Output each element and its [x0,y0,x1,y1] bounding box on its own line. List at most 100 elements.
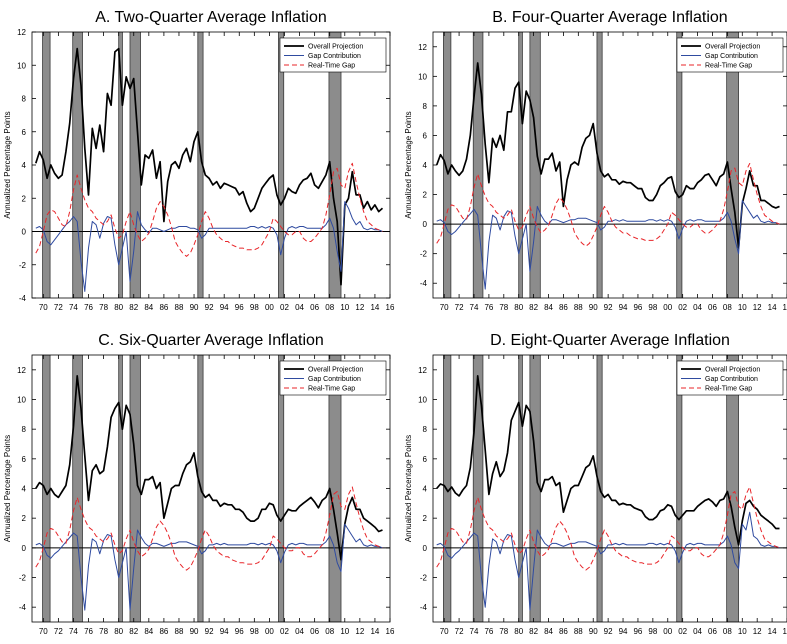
x-tick-label: 74 [69,627,78,636]
y-tick-label: 12 [17,366,26,375]
y-tick-label: -2 [420,574,428,583]
x-tick-label: 82 [129,303,138,312]
x-tick-label: 88 [175,627,184,636]
x-tick-label: 16 [386,303,395,312]
x-tick-label: 88 [574,627,583,636]
x-tick-label: 10 [340,627,349,636]
x-tick-label: 74 [470,303,479,312]
y-tick-label: 6 [22,455,27,464]
chart-panel-4: D. Eight-Quarter Average Inflation-4-202… [404,332,787,636]
recession-band [278,355,285,622]
series-line-gap-contribution [35,523,383,611]
x-tick-label: 98 [648,627,657,636]
x-tick-label: 88 [574,303,583,312]
x-tick-label: 96 [235,627,244,636]
x-tick-label: 70 [39,303,48,312]
y-tick-label: 12 [418,366,427,375]
x-tick-label: 14 [370,627,379,636]
recession-band [518,32,523,298]
legend-label: Overall Projection [308,44,363,51]
x-tick-label: 98 [250,627,259,636]
legend-label: Overall Projection [308,367,363,374]
y-tick-label: 8 [423,425,428,434]
x-tick-label: 80 [514,303,523,312]
recession-band [518,355,523,622]
x-tick-label: 96 [235,303,244,312]
x-tick-label: 84 [144,627,153,636]
y-tick-label: 8 [22,425,27,434]
x-tick-label: 86 [559,627,568,636]
y-tick-label: 6 [423,131,428,140]
x-tick-label: 12 [753,303,762,312]
y-axis-label: Annualized Percentage Points [404,435,413,542]
x-tick-label: 90 [589,303,598,312]
y-tick-label: 10 [418,72,427,81]
legend: Overall Projection Gap Contribution Real-T… [676,360,784,396]
chart-title: B. Four-Quarter Average Inflation [492,9,727,26]
x-tick-label: 96 [633,627,642,636]
x-tick-label: 10 [738,627,747,636]
y-tick-label: 6 [423,455,428,464]
y-tick-label: 2 [22,514,27,523]
y-tick-label: 0 [423,544,428,553]
x-tick-label: 94 [220,627,229,636]
x-tick-label: 00 [265,303,274,312]
recession-band [529,355,541,622]
x-tick-label: 04 [295,627,304,636]
x-tick-label: 84 [544,627,553,636]
x-tick-label: 12 [355,627,364,636]
x-tick-label: 84 [544,303,553,312]
recession-band [472,32,484,298]
x-tick-label: 76 [84,627,93,636]
y-axis-label: Annualized Percentage Points [3,111,12,218]
y-tick-label: 12 [418,43,427,52]
x-tick-label: 00 [663,303,672,312]
recession-band [118,32,123,298]
x-tick-label: 82 [529,627,538,636]
x-tick-label: 02 [678,303,687,312]
x-tick-label: 92 [604,303,613,312]
x-tick-label: 70 [440,627,449,636]
y-tick-label: 2 [423,191,428,200]
x-tick-label: 04 [693,303,702,312]
x-tick-label: 12 [753,627,762,636]
series-line-overall-projection [35,374,383,561]
recession-band [472,355,484,622]
series-line-real-time-gap [35,162,383,257]
y-tick-label: -2 [19,261,27,270]
x-tick-label: 06 [708,627,717,636]
legend-label: Real-Time Gap [308,63,355,70]
x-tick-label: 94 [619,303,628,312]
x-tick-label: 06 [310,627,319,636]
x-tick-label: 70 [440,303,449,312]
recession-band [726,355,739,622]
x-tick-label: 04 [295,303,304,312]
chart-title: D. Eight-Quarter Average Inflation [490,332,730,349]
x-tick-label: 98 [250,303,259,312]
y-tick-label: 0 [22,544,27,553]
x-tick-label: 16 [783,627,787,636]
y-tick-label: 4 [423,161,428,170]
chart-panel-1: A. Two-Quarter Average Inflation-4-20246… [3,9,395,312]
x-tick-label: 74 [69,303,78,312]
x-tick-label: 14 [768,627,777,636]
legend-label: Gap Contribution [308,376,361,383]
x-tick-label: 72 [455,303,464,312]
series-line-gap-contribution [35,201,383,292]
legend-label: Gap Contribution [308,53,361,60]
series-line-real-time-gap [436,486,780,571]
x-tick-label: 78 [499,303,508,312]
y-tick-label: 2 [22,194,27,203]
x-tick-label: 08 [723,627,732,636]
x-tick-label: 88 [175,303,184,312]
y-tick-label: -4 [19,603,27,612]
legend-label: Real-Time Gap [705,386,752,393]
x-tick-label: 16 [783,303,787,312]
y-tick-label: 0 [22,228,27,237]
y-tick-label: 12 [17,28,26,37]
x-tick-label: 98 [648,303,657,312]
y-tick-label: 10 [418,396,427,405]
x-tick-label: 92 [205,303,214,312]
chart-panel-3: C. Six-Quarter Average Inflation-4-20246… [3,332,395,636]
